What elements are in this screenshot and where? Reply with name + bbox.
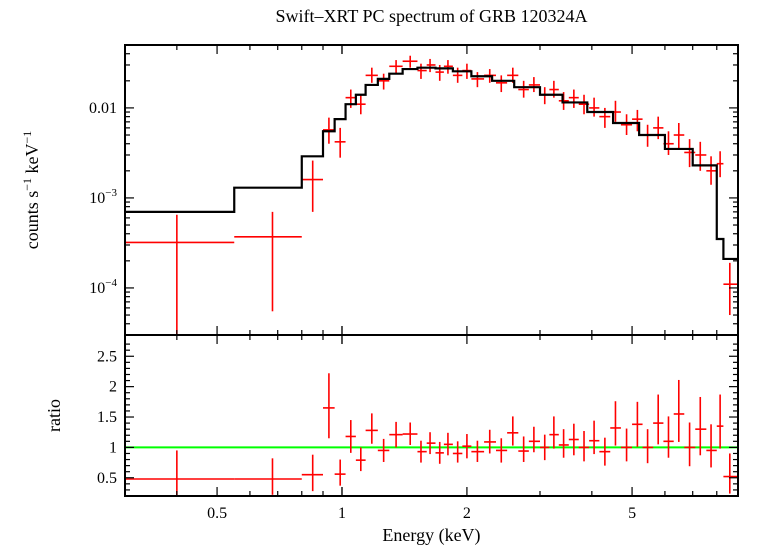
y-tick-label-bottom: 1.5 xyxy=(97,409,117,426)
x-tick-label: 5 xyxy=(628,505,636,522)
y-tick-label-bottom: 0.5 xyxy=(97,470,117,487)
x-tick-label: 1 xyxy=(338,505,346,522)
x-tick-label: 0.5 xyxy=(207,505,227,522)
x-axis-label: Energy (keV) xyxy=(382,525,480,546)
y-tick-label-bottom: 2 xyxy=(109,379,117,396)
y-tick-label-bottom: 2.5 xyxy=(97,348,117,365)
y-tick-label-bottom: 1 xyxy=(109,439,117,456)
xrt-spectrum-chart: Swift–XRT PC spectrum of GRB 120324A 0.5 1… xyxy=(0,0,758,556)
y-tick-label-top: 0.01 xyxy=(89,100,117,117)
chart-container: Swift–XRT PC spectrum of GRB 120324A 0.5 1… xyxy=(0,0,758,556)
x-tick-label: 2 xyxy=(463,505,471,522)
y-axis-label-bottom: ratio xyxy=(44,399,64,432)
chart-title: Swift–XRT PC spectrum of GRB 120324A xyxy=(275,6,587,26)
